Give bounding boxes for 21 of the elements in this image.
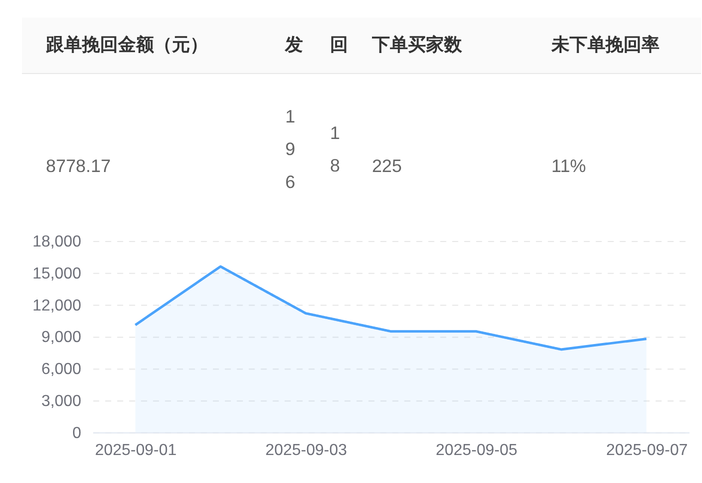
text: 8778.17 [46,156,111,176]
y-tick-label: 0 [72,424,82,442]
category-label: 跟单挽回金额（元） [44,34,208,55]
category-label: 未下单挽回率 [550,34,660,55]
text: 225 [372,156,402,176]
text: 11% [551,156,586,176]
y-tick-label: 15,000 [32,265,82,282]
x-tick-label: 2025-09-01 [95,442,177,459]
x-tick-label: 2025-09-07 [606,442,688,459]
x-tick-label: 2025-09-03 [265,442,348,459]
text: 196 [285,106,296,192]
y-tick-label: 3,000 [41,392,82,410]
category-label: 发 [284,34,304,55]
y-tick-label: 12,000 [32,297,82,314]
y-tick-label: 9,000 [41,329,82,346]
y-tick-label: 6,000 [41,361,82,378]
y-tick-label: 18,000 [32,233,82,250]
category-label: 回 [330,34,348,55]
text: 18 [330,122,340,176]
category-label: 下单买家数 [370,34,463,55]
x-tick-label: 2025-09-05 [436,442,518,459]
